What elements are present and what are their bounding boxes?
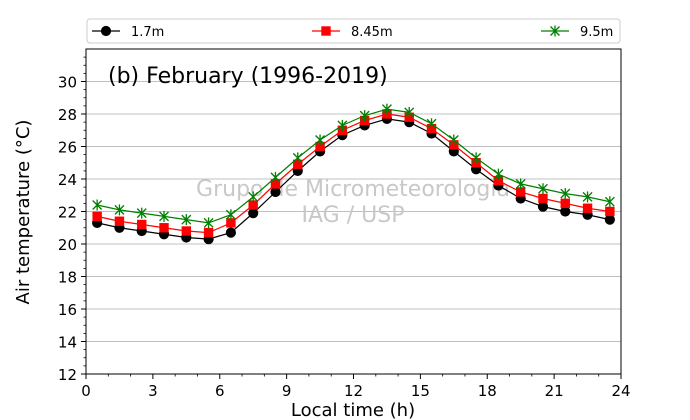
watermark-line-2: IAG / USP <box>302 203 405 228</box>
data-point <box>159 223 169 233</box>
x-axis: 0 3 6 9 12 15 18 21 24 <box>81 374 631 400</box>
data-point <box>203 227 214 238</box>
data-point <box>560 198 570 209</box>
y-tick-label: 30 <box>58 74 77 92</box>
legend-marker <box>550 25 560 37</box>
y-tick-label: 24 <box>58 171 77 189</box>
y-tick-label: 18 <box>58 269 77 287</box>
data-series <box>92 103 615 245</box>
y-tick-label: 26 <box>58 139 77 157</box>
chart-title: (b) February (1996-2019) <box>108 64 388 89</box>
data-point <box>181 214 192 226</box>
series-8.45m <box>92 109 615 238</box>
x-tick-label: 18 <box>478 382 497 400</box>
data-point <box>270 186 281 198</box>
data-point <box>181 226 192 236</box>
x-axis-label: Local time (h) <box>291 400 415 420</box>
data-point <box>537 201 549 212</box>
x-tick-label: 6 <box>215 382 225 400</box>
legend-entry: 9.5m <box>541 25 613 40</box>
data-point <box>560 206 571 217</box>
data-point <box>92 211 102 222</box>
x-tick-label: 24 <box>611 382 630 400</box>
data-point <box>515 178 526 190</box>
data-point <box>248 191 259 203</box>
data-point <box>471 152 482 164</box>
watermark: Grupo de Micrometeorologia IAG / USP <box>196 177 510 228</box>
legend-entry: 8.45m <box>312 25 393 40</box>
x-tick-label: 15 <box>411 382 430 400</box>
y-tick-label: 28 <box>58 106 77 124</box>
y-tick-label: 16 <box>58 301 77 319</box>
data-point <box>582 203 593 213</box>
grid-lines <box>86 81 621 375</box>
data-point <box>448 134 459 146</box>
data-point <box>560 188 571 200</box>
x-tick-label: 21 <box>545 382 564 400</box>
data-point <box>605 206 615 217</box>
legend-marker <box>321 26 331 36</box>
data-point <box>337 119 348 131</box>
data-point <box>538 183 548 195</box>
data-point <box>493 168 504 180</box>
watermark-line-1: Grupo de Micrometeorologia <box>196 177 510 202</box>
x-tick-label: 9 <box>282 382 292 400</box>
data-point <box>114 216 125 226</box>
data-point <box>225 209 236 221</box>
data-point <box>359 110 370 122</box>
data-point <box>225 227 236 238</box>
legend-label: 1.7m <box>131 25 164 40</box>
series-9.5m <box>92 103 615 229</box>
y-tick-label: 12 <box>58 366 77 384</box>
y-axis-label: Air temperature (°C) <box>13 120 34 305</box>
data-point <box>114 204 125 216</box>
x-tick-label: 12 <box>344 382 363 400</box>
data-point <box>159 210 169 222</box>
data-point <box>92 199 103 211</box>
legend-frame <box>86 18 621 44</box>
legend-label: 9.5m <box>580 25 613 40</box>
data-point <box>426 118 437 130</box>
series-line <box>97 108 610 224</box>
data-point <box>604 214 615 225</box>
data-point <box>136 207 147 219</box>
data-point <box>248 208 259 219</box>
y-tick-label: 14 <box>58 334 77 352</box>
x-tick-label: 0 <box>81 382 91 400</box>
legend-marker <box>100 25 112 37</box>
data-point <box>203 217 214 229</box>
legend-entry: 1.7m <box>92 25 164 40</box>
data-point <box>404 106 415 118</box>
data-point <box>292 152 303 164</box>
data-point <box>604 196 615 208</box>
legend: 1.7m 8.45m 9.5m <box>86 18 621 44</box>
data-point <box>270 171 281 183</box>
data-point <box>137 219 147 230</box>
y-tick-label: 22 <box>58 204 77 222</box>
y-axis: 12 14 16 18 20 22 24 26 28 30 <box>58 56 86 384</box>
data-point <box>381 103 392 115</box>
data-point <box>538 193 548 204</box>
data-point <box>582 191 593 203</box>
y-tick-label: 20 <box>58 236 77 254</box>
legend-label: 8.45m <box>351 25 393 40</box>
data-point <box>315 134 326 146</box>
x-tick-label: 3 <box>148 382 158 400</box>
